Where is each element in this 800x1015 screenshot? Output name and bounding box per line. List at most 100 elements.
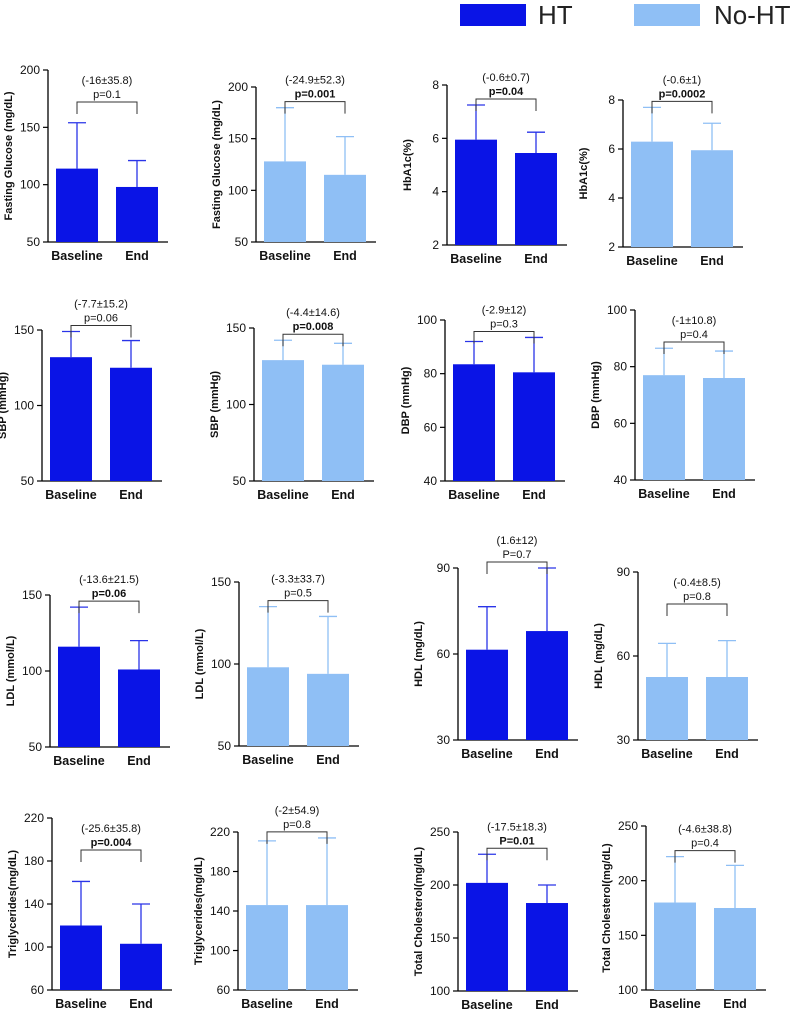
y-tick-label: 180 xyxy=(24,854,44,868)
y-tick-label: 140 xyxy=(24,897,44,911)
y-tick-label: 220 xyxy=(24,811,44,825)
y-tick-label: 90 xyxy=(617,565,631,579)
y-tick-label: 100 xyxy=(20,178,40,192)
p-value-label: p=0.4 xyxy=(691,838,719,850)
mean-change-annotation: (-0.4±8.5) xyxy=(673,577,721,589)
y-tick-label: 2 xyxy=(608,240,615,254)
y-axis-label: SBP (mmHg) xyxy=(209,371,221,438)
x-tick-label: End xyxy=(127,754,151,768)
x-tick-label: End xyxy=(723,997,747,1011)
y-tick-label: 220 xyxy=(210,825,230,839)
y-tick-label: 60 xyxy=(424,420,438,434)
x-tick-label: End xyxy=(125,249,149,263)
x-tick-label: End xyxy=(535,747,559,761)
y-tick-label: 60 xyxy=(614,416,628,430)
y-tick-label: 100 xyxy=(210,944,230,958)
bar-end xyxy=(306,905,348,990)
p-value-label: p=0.0002 xyxy=(659,88,706,100)
significance-bracket xyxy=(266,831,328,844)
y-tick-label: 4 xyxy=(432,185,439,199)
bar-baseline xyxy=(646,677,688,740)
bar-baseline xyxy=(58,646,100,747)
y-tick-label: 30 xyxy=(617,733,631,747)
x-tick-label: Baseline xyxy=(45,488,96,502)
y-axis-label: LDL (mmol/L) xyxy=(194,628,206,699)
p-value-label: p=0.004 xyxy=(91,837,133,849)
bar-end xyxy=(110,367,152,481)
y-tick-label: 80 xyxy=(614,360,628,374)
bar-baseline xyxy=(56,168,98,242)
bar-end xyxy=(526,903,568,991)
p-value-label: p=0.06 xyxy=(84,313,118,325)
x-tick-label: Baseline xyxy=(241,997,292,1011)
p-value-label: p=0.8 xyxy=(283,819,311,831)
bar-end xyxy=(118,669,160,747)
y-tick-label: 100 xyxy=(14,399,34,413)
y-tick-label: 50 xyxy=(29,740,43,754)
y-axis-label: HDL (mg/dL) xyxy=(593,623,605,689)
p-value-label: p=0.4 xyxy=(680,329,708,341)
y-axis-label: DBP (mmHg) xyxy=(400,366,412,434)
mean-change-annotation: (-0.6±0.7) xyxy=(482,72,530,84)
bar-end xyxy=(526,631,568,740)
bar-end xyxy=(706,677,748,740)
y-tick-label: 250 xyxy=(430,825,450,839)
bar-baseline xyxy=(643,375,685,480)
significance-bracket xyxy=(666,603,728,616)
x-tick-label: End xyxy=(333,249,357,263)
x-tick-label: Baseline xyxy=(242,753,293,767)
y-axis-label: Total Cholesterol(mg/dL) xyxy=(413,846,425,976)
bar-end xyxy=(324,174,366,242)
p-value-label: P=0.01 xyxy=(499,835,534,847)
x-tick-label: End xyxy=(522,488,546,502)
y-tick-label: 150 xyxy=(430,931,450,945)
bar-baseline xyxy=(247,667,289,746)
y-tick-label: 150 xyxy=(211,575,231,589)
y-tick-label: 6 xyxy=(432,131,439,145)
y-tick-label: 140 xyxy=(210,904,230,918)
y-axis-label: DBP (mmHg) xyxy=(590,361,602,429)
y-tick-label: 150 xyxy=(228,132,248,146)
x-tick-label: Baseline xyxy=(626,254,677,268)
y-tick-label: 150 xyxy=(618,928,638,942)
bar-end xyxy=(322,364,364,481)
y-tick-label: 150 xyxy=(14,323,34,337)
y-axis-label: Total Cholesterol(mg/dL) xyxy=(601,843,613,973)
x-tick-label: End xyxy=(316,753,340,767)
legend-ht-label: HT xyxy=(538,0,573,30)
y-tick-label: 4 xyxy=(608,191,615,205)
y-tick-label: 200 xyxy=(228,80,248,94)
mean-change-annotation: (-24.9±52.3) xyxy=(285,75,345,87)
y-tick-label: 50 xyxy=(21,474,35,488)
p-value-label: p=0.008 xyxy=(293,321,334,333)
y-tick-label: 90 xyxy=(437,561,451,575)
y-tick-label: 100 xyxy=(618,983,638,997)
significance-bracket xyxy=(475,98,537,111)
y-tick-label: 2 xyxy=(432,238,439,252)
mean-change-annotation: (-4.4±14.6) xyxy=(286,307,340,319)
y-tick-label: 200 xyxy=(618,874,638,888)
bar-baseline xyxy=(262,360,304,481)
p-value-label: p=0.1 xyxy=(93,89,121,101)
y-tick-label: 50 xyxy=(218,739,232,753)
bar-baseline xyxy=(466,649,508,740)
mean-change-annotation: (-1±10.8) xyxy=(672,315,717,327)
legend-ht-swatch xyxy=(460,4,526,26)
bar-baseline xyxy=(60,925,102,990)
mean-change-annotation: (1.6±12) xyxy=(497,535,538,547)
x-tick-label: Baseline xyxy=(448,488,499,502)
mean-change-annotation: (-13.6±21.5) xyxy=(79,574,139,586)
significance-bracket xyxy=(651,100,713,114)
significance-bracket xyxy=(486,561,548,574)
x-tick-label: Baseline xyxy=(649,997,700,1011)
x-tick-label: End xyxy=(715,747,739,761)
significance-bracket xyxy=(674,850,736,863)
bar-end xyxy=(703,378,745,480)
x-tick-label: End xyxy=(535,998,559,1012)
y-tick-label: 150 xyxy=(226,321,246,335)
y-tick-label: 50 xyxy=(27,235,41,249)
bar-end xyxy=(307,673,349,746)
mean-change-annotation: (-0.6±1) xyxy=(663,74,701,86)
significance-bracket xyxy=(473,330,535,344)
